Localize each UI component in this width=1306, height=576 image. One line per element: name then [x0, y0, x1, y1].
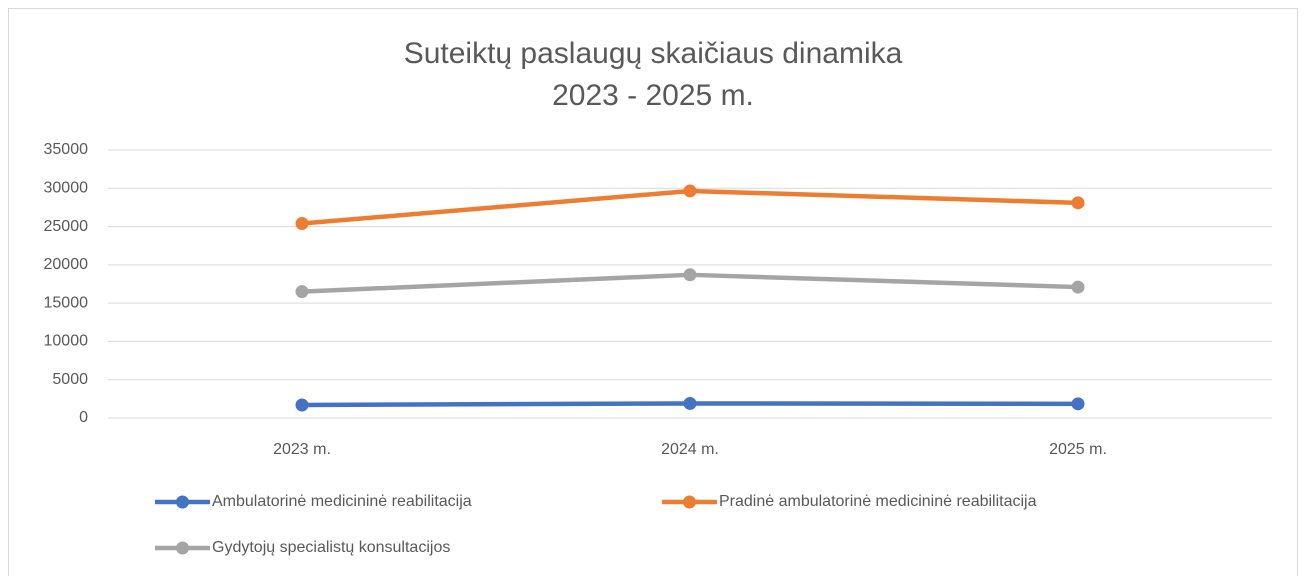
- y-tick-label: 25000: [44, 218, 89, 235]
- y-tick-label: 5000: [52, 371, 88, 388]
- data-point: [683, 268, 697, 282]
- legend-label: Ambulatorinė medicininė reabilitacija: [212, 493, 472, 510]
- data-point: [295, 398, 309, 412]
- y-tick-label: 20000: [44, 256, 89, 273]
- legend-marker: [176, 495, 189, 509]
- data-point: [1071, 196, 1085, 210]
- y-tick-label: 35000: [44, 141, 89, 158]
- data-point: [683, 396, 697, 410]
- y-tick-label: 30000: [44, 180, 89, 197]
- legend-marker: [176, 541, 189, 555]
- data-point: [1071, 280, 1085, 294]
- x-tick-label: 2025 m.: [1049, 441, 1107, 458]
- legend-label: Pradinė ambulatorinė medicininė reabilit…: [719, 493, 1037, 510]
- data-point: [295, 285, 309, 299]
- data-point: [1071, 397, 1085, 411]
- x-tick-label: 2024 m.: [661, 441, 719, 458]
- y-tick-label: 15000: [44, 294, 89, 311]
- chart-subtitle: 2023 - 2025 m.: [552, 79, 754, 112]
- y-tick-label: 0: [79, 409, 88, 426]
- chart-title: Suteiktų paslaugų skaičiaus dinamika: [404, 37, 903, 70]
- legend-label: Gydytojų specialistų konsultacijos: [212, 539, 450, 556]
- data-point: [295, 217, 309, 231]
- data-point: [683, 184, 697, 198]
- legend-marker: [683, 495, 696, 509]
- chart-frame: [8, 8, 1298, 576]
- y-tick-label: 10000: [44, 333, 89, 350]
- x-tick-label: 2023 m.: [273, 441, 331, 458]
